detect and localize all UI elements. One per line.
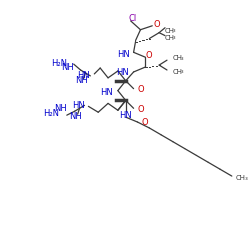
Text: CH₃: CH₃ [236,175,248,181]
Text: O: O [146,51,152,60]
Text: CH: CH [173,55,183,61]
Text: HN: HN [72,101,85,110]
Text: NH: NH [54,104,67,113]
Text: ₃: ₃ [173,28,176,33]
Text: O: O [142,118,148,126]
Text: Cl: Cl [129,14,137,24]
Text: O: O [138,85,144,94]
Text: NH: NH [69,112,82,121]
Text: CH: CH [165,28,175,34]
Text: HN: HN [119,111,132,120]
Text: O: O [138,105,144,114]
Text: NH: NH [61,62,74,72]
Text: H₂N: H₂N [43,109,59,118]
Text: ₃: ₃ [173,35,176,40]
Text: HN: HN [100,88,113,97]
Text: ₃: ₃ [181,70,183,74]
Text: HN: HN [116,68,129,78]
Text: HN: HN [117,50,130,59]
Text: O: O [154,20,160,29]
Text: HN: HN [78,72,90,80]
Text: H₂N: H₂N [51,58,67,68]
Text: CH: CH [165,34,175,40]
Text: NH: NH [75,76,88,85]
Text: ₃: ₃ [181,56,183,61]
Text: CH: CH [173,69,183,75]
